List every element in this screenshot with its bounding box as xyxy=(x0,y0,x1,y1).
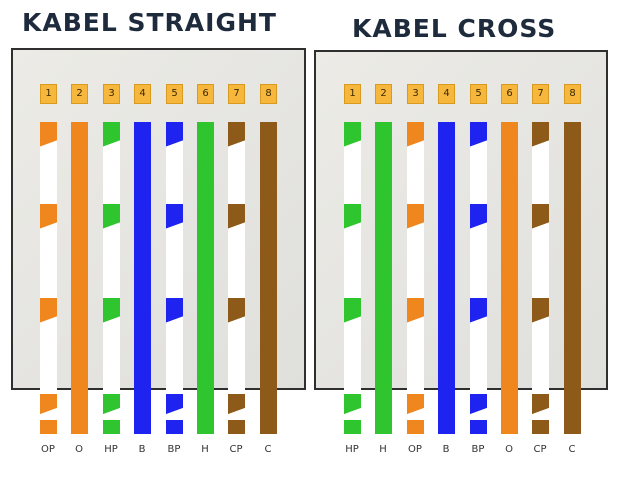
cross-wire-1 xyxy=(344,122,361,434)
straight-wire-label-5: BP xyxy=(167,444,181,455)
straight-wire-3-stripe xyxy=(103,122,120,160)
straight-wire-label-8: C xyxy=(264,444,272,455)
cross-wire-5-stripe xyxy=(470,204,487,242)
straight-wire-label-2: O xyxy=(75,444,83,455)
straight-pin-2: 2 xyxy=(71,84,88,104)
cross-wire-7-stripe xyxy=(532,394,549,424)
straight-wire-label-1: OP xyxy=(41,444,55,455)
cross-wire-6 xyxy=(501,122,518,434)
straight-pin-4: 4 xyxy=(134,84,151,104)
cross-wire-3 xyxy=(407,122,424,434)
cross-wire-7-tip xyxy=(532,420,549,434)
straight-pin-3: 3 xyxy=(103,84,120,104)
straight-wire-5 xyxy=(166,122,183,434)
cross-wire-7-stripe xyxy=(532,122,549,160)
cross-wire-3-stripe xyxy=(407,298,424,336)
straight-wire-1-tip xyxy=(40,420,57,434)
straight-wire-5-stripe xyxy=(166,298,183,336)
cross-wire-1-stripe xyxy=(344,298,361,336)
straight-wire-7-tip xyxy=(228,420,245,434)
straight-wire-1-stripe xyxy=(40,204,57,242)
cross-pin-5: 5 xyxy=(470,84,487,104)
straight-pin-7: 7 xyxy=(228,84,245,104)
straight-wire-label-6: H xyxy=(201,444,209,455)
cross-wire-7-stripe xyxy=(532,204,549,242)
cross-pin-1: 1 xyxy=(344,84,361,104)
straight-wire-7-stripe xyxy=(228,204,245,242)
cross-wire-5-stripe xyxy=(470,394,487,424)
cross-wire-1-stripe xyxy=(344,204,361,242)
cross-wire-7-stripe xyxy=(532,298,549,336)
straight-wire-7-stripe xyxy=(228,298,245,336)
cross-wire-5-stripe xyxy=(470,298,487,336)
cross-wire-4 xyxy=(438,122,455,434)
cross-wire-2 xyxy=(375,122,392,434)
cross-wire-5 xyxy=(470,122,487,434)
straight-wire-1-stripe xyxy=(40,298,57,336)
straight-wire-5-tip xyxy=(166,420,183,434)
cross-wire-8 xyxy=(564,122,581,434)
cross-wire-1-stripe xyxy=(344,122,361,160)
straight-cable-panel xyxy=(11,48,306,390)
cross-wire-label-3: OP xyxy=(408,444,422,455)
straight-wire-3-tip xyxy=(103,420,120,434)
cross-wire-label-4: B xyxy=(442,444,450,455)
straight-wire-label-4: B xyxy=(138,444,146,455)
straight-wire-2 xyxy=(71,122,88,434)
cross-cable-panel xyxy=(314,50,608,390)
cross-pin-4: 4 xyxy=(438,84,455,104)
cross-wire-7 xyxy=(532,122,549,434)
cross-pin-8: 8 xyxy=(564,84,581,104)
straight-pin-6: 6 xyxy=(197,84,214,104)
straight-wire-3-stripe xyxy=(103,394,120,424)
straight-wire-3-stripe xyxy=(103,298,120,336)
straight-wire-1 xyxy=(40,122,57,434)
straight-wire-7-stripe xyxy=(228,122,245,160)
cross-wire-3-stripe xyxy=(407,394,424,424)
straight-wire-label-3: HP xyxy=(104,444,118,455)
cross-wire-label-6: O xyxy=(505,444,513,455)
straight-wire-8 xyxy=(260,122,277,434)
straight-wire-5-stripe xyxy=(166,204,183,242)
straight-pin-5: 5 xyxy=(166,84,183,104)
straight-wire-4 xyxy=(134,122,151,434)
cross-wire-3-stripe xyxy=(407,122,424,160)
straight-wire-5-stripe xyxy=(166,394,183,424)
cross-pin-2: 2 xyxy=(375,84,392,104)
cross-wire-label-8: C xyxy=(568,444,576,455)
straight-pin-1: 1 xyxy=(40,84,57,104)
cross-wire-3-stripe xyxy=(407,204,424,242)
cross-pin-7: 7 xyxy=(532,84,549,104)
cross-pin-3: 3 xyxy=(407,84,424,104)
cross-wire-label-1: HP xyxy=(345,444,359,455)
cross-cable-title: KABEL CROSS xyxy=(352,14,557,43)
cross-wire-label-7: CP xyxy=(533,444,547,455)
straight-wire-1-stripe xyxy=(40,394,57,424)
straight-cable-title: KABEL STRAIGHT xyxy=(22,8,277,37)
straight-wire-label-7: CP xyxy=(229,444,243,455)
straight-wire-7-stripe xyxy=(228,394,245,424)
straight-wire-6 xyxy=(197,122,214,434)
straight-wire-3 xyxy=(103,122,120,434)
cross-wire-5-stripe xyxy=(470,122,487,160)
straight-wire-1-stripe xyxy=(40,122,57,160)
straight-wire-5-stripe xyxy=(166,122,183,160)
cross-wire-5-tip xyxy=(470,420,487,434)
straight-pin-8: 8 xyxy=(260,84,277,104)
straight-wire-3-stripe xyxy=(103,204,120,242)
cross-wire-label-5: BP xyxy=(471,444,485,455)
straight-wire-7 xyxy=(228,122,245,434)
cross-wire-3-tip xyxy=(407,420,424,434)
cross-wire-label-2: H xyxy=(379,444,387,455)
cross-pin-6: 6 xyxy=(501,84,518,104)
cross-wire-1-tip xyxy=(344,420,361,434)
cross-wire-1-stripe xyxy=(344,394,361,424)
